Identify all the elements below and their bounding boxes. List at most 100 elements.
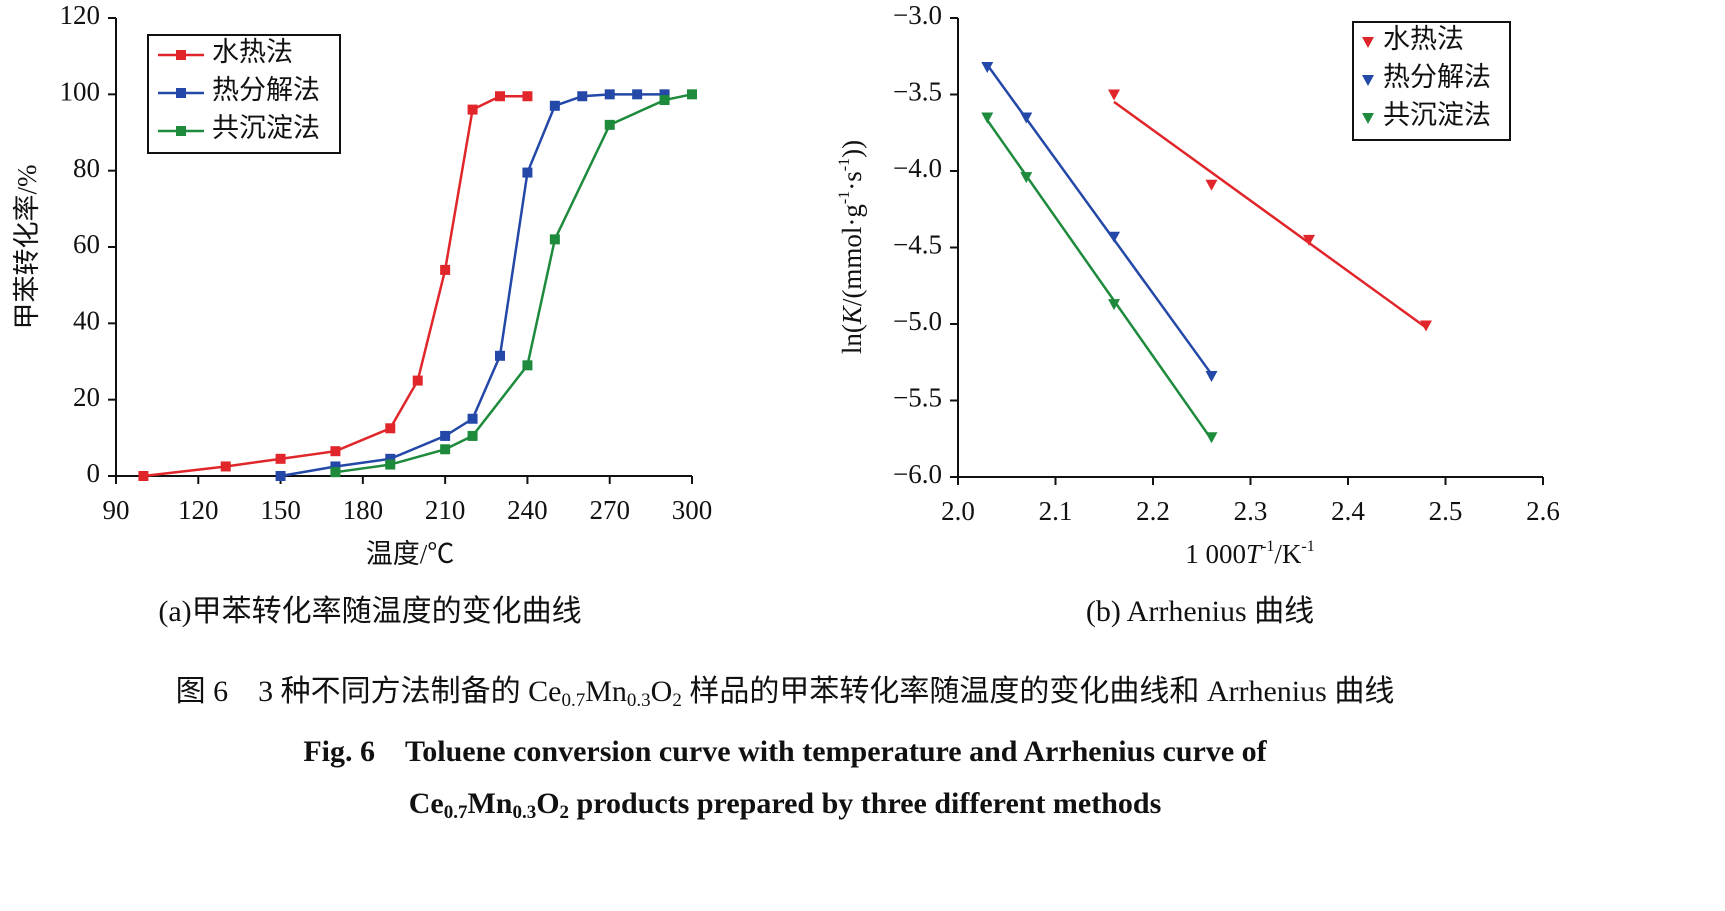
series-line xyxy=(335,93,693,474)
label-part: )) xyxy=(837,140,867,158)
trend-line xyxy=(986,119,1213,441)
x-tick-label: 150 xyxy=(260,495,301,525)
marker xyxy=(522,167,533,178)
x-axis-label: 1 000T-1/K-1 xyxy=(1185,538,1314,570)
marker xyxy=(1020,112,1033,124)
x-axis-label: 温度/℃ xyxy=(366,539,455,569)
legend-label: 热分解法 xyxy=(212,75,320,105)
y-axis-label: 甲苯转化率/% xyxy=(12,165,42,330)
marker xyxy=(385,423,396,434)
x-tick-label: 120 xyxy=(178,495,219,525)
label-part: ln( xyxy=(837,324,867,354)
marker xyxy=(440,264,451,275)
marker xyxy=(981,61,994,73)
marker xyxy=(522,91,533,102)
label-part: T xyxy=(1246,539,1263,569)
subplot-caption: (a)甲苯转化率随温度的变化曲线 xyxy=(158,595,581,628)
label-part: ·s xyxy=(837,171,867,191)
legend-label: 水热法 xyxy=(212,37,293,67)
x-tick-label: 180 xyxy=(343,495,384,525)
marker xyxy=(412,375,423,386)
marker xyxy=(1362,75,1374,86)
caption-part: O xyxy=(651,675,673,708)
marker xyxy=(176,50,186,60)
marker xyxy=(604,119,615,130)
marker xyxy=(1303,234,1315,246)
y-tick-label: 40 xyxy=(73,306,100,336)
subplot-caption: (b) Arrhenius 曲线 xyxy=(1086,595,1314,628)
marker xyxy=(330,446,341,457)
marker xyxy=(1108,89,1120,101)
label-part: -1 xyxy=(836,158,853,171)
y-tick-label: 100 xyxy=(60,77,101,107)
x-tick-label: 2.1 xyxy=(1039,496,1073,526)
label-part: 1 000 xyxy=(1185,539,1246,569)
y-tick-label: 60 xyxy=(73,229,100,259)
y-tick-label: −3.0 xyxy=(893,0,942,30)
marker xyxy=(440,444,451,455)
caption-part: O xyxy=(536,787,559,820)
y-tick-label: 0 xyxy=(87,458,101,488)
caption-part: 0.3 xyxy=(512,802,536,823)
marker xyxy=(549,100,560,111)
y-tick-label: −5.5 xyxy=(893,383,942,413)
marker xyxy=(220,461,231,472)
caption-part: Mn xyxy=(585,675,627,708)
marker xyxy=(467,413,478,424)
label-part: K xyxy=(837,304,867,325)
caption-part: 2 xyxy=(672,690,682,711)
marker xyxy=(1420,320,1432,332)
y-tick-label: −4.0 xyxy=(893,153,942,183)
marker xyxy=(659,95,670,106)
x-tick-label: 210 xyxy=(425,495,466,525)
marker xyxy=(1362,113,1374,124)
marker xyxy=(440,430,451,441)
marker xyxy=(1362,37,1374,48)
caption-part: Ce xyxy=(409,787,444,820)
y-tick-label: −3.5 xyxy=(893,77,942,107)
caption-part: Mn xyxy=(467,787,512,820)
caption-part: 0.7 xyxy=(444,802,468,823)
x-tick-label: 300 xyxy=(672,495,713,525)
marker xyxy=(1205,371,1218,383)
marker xyxy=(1020,172,1033,184)
y-axis-label: ln(K/(mmol·g-1·s-1)) xyxy=(836,140,868,354)
y-tick-label: −6.0 xyxy=(893,459,942,489)
legend-label: 共沉淀法 xyxy=(212,113,320,143)
figure-caption-en: Ce0.7Mn0.3O2 products prepared by three … xyxy=(409,787,1162,823)
series-line xyxy=(143,94,528,478)
marker xyxy=(330,467,341,478)
marker xyxy=(659,89,670,100)
marker xyxy=(330,461,341,472)
label-part: /K xyxy=(1274,539,1302,569)
marker xyxy=(275,471,286,481)
marker xyxy=(632,89,643,100)
marker xyxy=(577,91,588,102)
x-tick-label: 2.6 xyxy=(1526,496,1560,526)
x-tick-label: 2.5 xyxy=(1429,496,1463,526)
y-tick-label: 20 xyxy=(73,382,100,412)
marker xyxy=(687,89,697,100)
marker xyxy=(522,360,533,371)
y-tick-label: 120 xyxy=(60,0,101,30)
caption-part: 图 6 3 种不同方法制备的 Ce xyxy=(176,675,562,708)
label-part: /(mmol·g xyxy=(837,204,867,306)
marker xyxy=(467,104,478,115)
legend-label: 共沉淀法 xyxy=(1383,100,1491,130)
marker xyxy=(275,453,286,464)
figure-caption-en: Fig. 6 Toluene conversion curve with tem… xyxy=(303,735,1267,768)
caption-part: 样品的甲苯转化率随温度的变化曲线和 Arrhenius 曲线 xyxy=(682,675,1394,708)
marker xyxy=(604,89,615,100)
caption-part: 0.7 xyxy=(561,690,585,711)
y-tick-label: −4.5 xyxy=(893,230,942,260)
y-tick-label: 80 xyxy=(73,153,100,183)
caption-part: products prepared by three different met… xyxy=(569,787,1161,820)
y-tick-label: −5.0 xyxy=(893,306,942,336)
marker xyxy=(138,471,149,481)
legend-label: 水热法 xyxy=(1383,24,1464,54)
marker xyxy=(1108,231,1120,243)
marker xyxy=(495,91,505,102)
marker xyxy=(1205,432,1218,444)
x-tick-label: 2.0 xyxy=(941,496,975,526)
x-tick-label: 2.3 xyxy=(1234,496,1268,526)
